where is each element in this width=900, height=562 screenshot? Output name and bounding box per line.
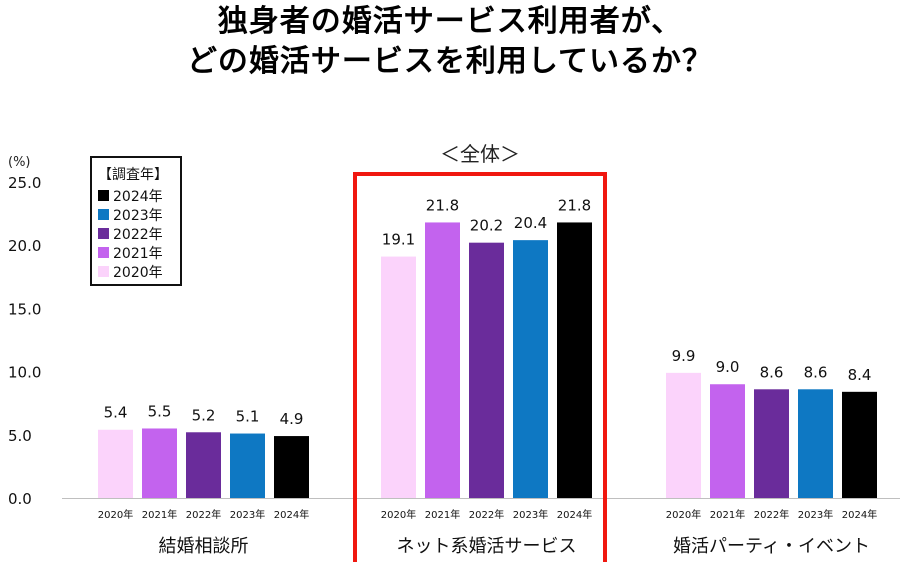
y-tick-label: 20.0 xyxy=(8,237,41,255)
data-label: 8.4 xyxy=(848,366,872,384)
data-label: 19.1 xyxy=(382,231,415,249)
legend-item: 2023年 xyxy=(98,205,180,224)
legend-swatch xyxy=(98,190,109,201)
x-tick-label: 2021年 xyxy=(425,508,460,521)
y-tick-label: 15.0 xyxy=(8,300,41,318)
data-label: 8.6 xyxy=(804,363,828,381)
legend-item: 2022年 xyxy=(98,224,180,243)
legend-label: 2023年 xyxy=(113,207,163,224)
bar xyxy=(381,256,416,498)
legend-label: 2024年 xyxy=(113,188,163,205)
chart-subtitle: ＜全体＞ xyxy=(440,142,520,166)
y-tick-label: 0.0 xyxy=(8,490,32,508)
x-tick-label: 2021年 xyxy=(710,508,745,521)
data-label: 5.1 xyxy=(236,408,260,426)
x-tick-label: 2022年 xyxy=(754,508,789,521)
highlight-box xyxy=(353,172,607,562)
x-tick-label: 2023年 xyxy=(513,508,548,521)
bar xyxy=(754,389,789,498)
x-tick-label: 2022年 xyxy=(186,508,221,521)
legend-label: 2022年 xyxy=(113,226,163,243)
bar xyxy=(142,428,177,498)
x-tick-label: 2023年 xyxy=(798,508,833,521)
bar xyxy=(469,242,504,498)
bar xyxy=(230,433,265,498)
legend-swatch xyxy=(98,247,109,258)
legend-item: 2021年 xyxy=(98,243,180,262)
bar xyxy=(798,389,833,498)
x-tick-label: 2024年 xyxy=(557,508,592,521)
group-label: ネット系婚活サービス xyxy=(397,536,577,557)
legend-item: 2020年 xyxy=(98,262,180,281)
y-axis-unit: (%) xyxy=(8,155,31,170)
legend-title: 【調査年】 xyxy=(98,167,168,183)
data-label: 5.4 xyxy=(104,404,128,422)
chart-title-line-1: 独身者の婚活サービス利用者が、 xyxy=(217,4,683,39)
x-tick-label: 2020年 xyxy=(98,508,133,521)
x-tick-label: 2024年 xyxy=(274,508,309,521)
data-label: 8.6 xyxy=(760,363,784,381)
data-label: 21.8 xyxy=(426,196,459,214)
legend: 【調査年】 2024年 2023年 2022年 2021年 2020年 xyxy=(90,156,182,286)
bar xyxy=(98,429,133,498)
x-tick-label: 2021年 xyxy=(142,508,177,521)
bar xyxy=(842,391,877,498)
legend-label: 2020年 xyxy=(113,264,163,281)
group-label: 結婚相談所 xyxy=(159,536,249,557)
x-tick-label: 2024年 xyxy=(842,508,877,521)
legend-label: 2021年 xyxy=(113,245,163,262)
bar xyxy=(425,222,460,498)
legend-item: 2024年 xyxy=(98,186,180,205)
data-label: 5.5 xyxy=(148,402,172,420)
legend-swatch xyxy=(98,228,109,239)
x-tick-label: 2020年 xyxy=(666,508,701,521)
x-tick-label: 2023年 xyxy=(230,508,265,521)
chart-title-line-2: どの婚活サービスを利用しているか？ xyxy=(186,44,714,79)
y-tick-label: 10.0 xyxy=(8,364,41,382)
data-label: 4.9 xyxy=(280,410,304,428)
legend-swatch xyxy=(98,209,109,220)
data-label: 21.8 xyxy=(558,196,591,214)
x-tick-label: 2020年 xyxy=(381,508,416,521)
bar xyxy=(513,240,548,499)
data-label: 9.0 xyxy=(716,358,740,376)
data-label: 5.2 xyxy=(192,406,216,424)
bar xyxy=(557,222,592,498)
data-label: 9.9 xyxy=(672,347,696,365)
data-label: 20.4 xyxy=(514,214,547,232)
x-tick-label: 2022年 xyxy=(469,508,504,521)
bar xyxy=(710,384,745,498)
data-label: 20.2 xyxy=(470,217,503,235)
group-label: 婚活パーティ・イベント xyxy=(673,536,870,557)
legend-swatch xyxy=(98,266,109,277)
y-tick-label: 5.0 xyxy=(8,427,32,445)
bar xyxy=(666,372,701,498)
y-tick-label: 25.0 xyxy=(8,174,41,192)
bar xyxy=(186,432,221,498)
bar xyxy=(274,436,309,498)
